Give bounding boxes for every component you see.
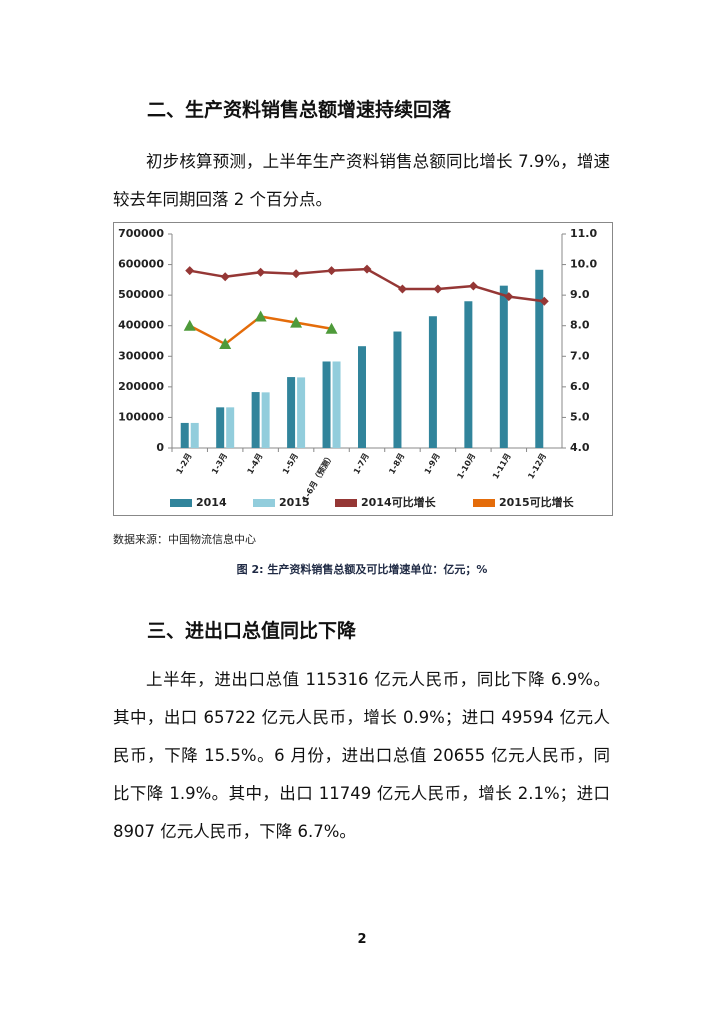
legend-swatch	[253, 499, 275, 507]
bar	[190, 422, 199, 448]
marker	[504, 292, 514, 302]
bar	[464, 301, 473, 448]
marker	[539, 296, 549, 306]
marker	[325, 322, 338, 334]
y-tick-label: 300000	[118, 349, 164, 362]
marker	[183, 319, 196, 331]
y-tick-label: 200000	[118, 380, 164, 393]
bar	[216, 407, 225, 448]
section-heading: 二、生产资料销售总额增速持续回落	[147, 99, 452, 121]
marker	[219, 338, 232, 350]
y-tick-label: 500000	[118, 288, 164, 301]
legend-label: 2015	[279, 496, 310, 509]
paragraph: 上半年，进出口总值 115316 亿元人民币，同比下降 6.9%。其中，出口 6…	[113, 670, 610, 841]
bar	[297, 377, 306, 448]
bar	[535, 269, 544, 448]
bar	[358, 346, 366, 448]
chart-caption: 图 2: 生产资料销售总额及可比增速单位：亿元；%	[236, 563, 488, 576]
y2-tick-label: 9.0	[570, 288, 590, 301]
y-tick-label: 0	[156, 441, 164, 454]
legend-swatch	[335, 499, 357, 507]
bar	[251, 392, 260, 448]
bar	[287, 377, 296, 448]
paragraph: 初步核算预测，上半年生产资料销售总额同比增长 7.9%，增速较去年同期回落 2 …	[113, 152, 610, 209]
marker	[397, 284, 407, 294]
marker	[185, 266, 195, 276]
bar	[332, 361, 341, 448]
marker	[433, 284, 443, 294]
y2-tick-label: 4.0	[570, 441, 590, 454]
y2-tick-label: 11.0	[570, 227, 597, 240]
y2-tick-label: 7.0	[570, 349, 590, 362]
y-tick-label: 100000	[118, 410, 164, 423]
legend-label: 2015可比增长	[499, 495, 575, 509]
bar	[226, 407, 235, 448]
bar	[428, 316, 437, 448]
y2-tick-label: 6.0	[570, 380, 590, 393]
marker	[290, 316, 303, 328]
y-tick-label: 400000	[118, 319, 164, 332]
chart-source: 数据来源：中国物流信息中心	[113, 533, 256, 546]
y2-tick-label: 8.0	[570, 319, 590, 332]
marker	[291, 269, 301, 279]
legend-label: 2014	[196, 496, 227, 509]
chart: 0 100000 200000 300000 400000 500000 600000 700…	[113, 222, 613, 516]
bar	[261, 392, 270, 448]
marker	[254, 310, 267, 322]
marker	[256, 267, 266, 277]
marker	[327, 266, 337, 276]
marker	[220, 272, 230, 282]
bar	[499, 285, 508, 448]
marker	[468, 281, 478, 291]
bar	[322, 361, 331, 448]
y-tick-label: 700000	[118, 227, 164, 240]
y2-tick-label: 10.0	[570, 258, 597, 271]
legend-swatch	[170, 499, 192, 507]
section-heading: 三、进出口总值同比下降	[147, 620, 357, 642]
legend-label: 2014可比增长	[361, 495, 437, 509]
bar	[180, 422, 189, 448]
y-tick-label: 600000	[118, 258, 164, 271]
bar	[393, 331, 402, 448]
legend-swatch	[473, 499, 495, 507]
page-number: 2	[357, 932, 367, 947]
y2-tick-label: 5.0	[570, 410, 590, 423]
marker	[362, 264, 372, 274]
